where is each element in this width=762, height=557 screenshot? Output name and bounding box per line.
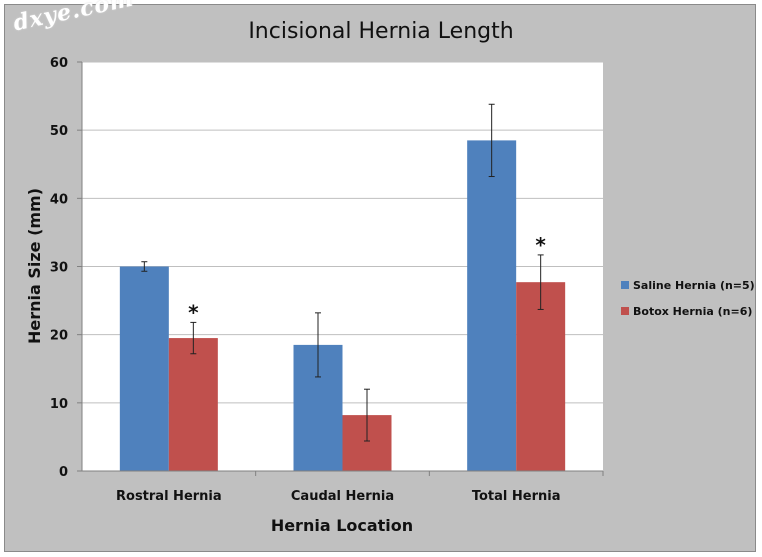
bar-botox-0 xyxy=(168,338,218,471)
significance-marks: ** xyxy=(188,233,546,324)
y-tick-label-10: 10 xyxy=(50,397,68,412)
y-tick-label-0: 0 xyxy=(59,465,68,480)
significance-mark-1-0: * xyxy=(188,300,199,324)
bar-saline-2 xyxy=(467,140,517,471)
legend-label-saline: Saline Hernia (n=5) xyxy=(633,279,755,292)
y-tick-label-30: 30 xyxy=(50,261,68,276)
y-tick-label-40: 40 xyxy=(50,192,68,207)
x-category-label-0: Rostral Hernia xyxy=(116,489,222,504)
y-tick-labels: 0 10 20 30 40 50 60 xyxy=(50,56,68,480)
legend-swatch-botox xyxy=(621,307,629,315)
y-tick-label-20: 20 xyxy=(50,329,68,344)
legend: Saline Hernia (n=5) Botox Hernia (n=6) xyxy=(621,279,755,318)
error-bars xyxy=(141,103,544,442)
legend-label-botox: Botox Hernia (n=6) xyxy=(633,305,752,318)
x-category-label-1: Caudal Hernia xyxy=(291,489,394,504)
bar-botox-2 xyxy=(516,282,566,471)
legend-swatch-saline xyxy=(621,281,629,289)
x-category-labels: Rostral Hernia Caudal Hernia Total Hernia xyxy=(116,471,604,504)
y-tick-label-50: 50 xyxy=(50,124,68,139)
y-axis-label: Hernia Size (mm) xyxy=(25,188,44,344)
chart-title: Incisional Hernia Length xyxy=(248,19,513,44)
x-category-label-2: Total Hernia xyxy=(472,489,561,504)
y-tick-label-60: 60 xyxy=(50,56,68,71)
bars xyxy=(119,140,566,471)
bar-saline-0 xyxy=(119,266,169,471)
significance-mark-1-2: * xyxy=(535,233,546,257)
x-axis-label: Hernia Location xyxy=(271,516,413,535)
